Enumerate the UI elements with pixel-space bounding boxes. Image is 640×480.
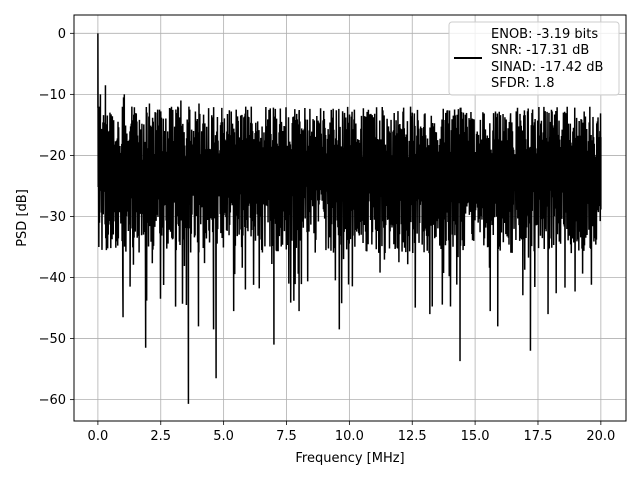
psd-series-line <box>97 33 602 404</box>
x-tick-label: 5.0 <box>213 429 234 444</box>
y-tick-label: −60 <box>39 393 66 408</box>
y-tick-label: 0 <box>58 27 66 42</box>
legend-entry-snr: SNR: -17.31 dB <box>491 43 589 58</box>
y-axis-label: PSD [dB] <box>15 189 30 247</box>
plot-frame <box>73 14 627 422</box>
x-tick-label: 20.0 <box>586 429 615 444</box>
x-tick-label: 17.5 <box>524 429 553 444</box>
legend-entry-enob: ENOB: -3.19 bits <box>491 27 598 42</box>
y-tick-label: −30 <box>39 210 66 225</box>
y-tick-label: −40 <box>39 271 66 286</box>
series-group <box>97 33 602 404</box>
x-tick-label: 7.5 <box>276 429 297 444</box>
legend-entry-sfdr: SFDR: 1.8 <box>491 76 555 91</box>
y-tick-label: −20 <box>39 149 66 164</box>
x-tick-label: 15.0 <box>461 429 490 444</box>
y-tick-label: −10 <box>39 88 66 103</box>
y-tick-label: −50 <box>39 332 66 347</box>
x-axis-ticks: 0.0 2.5 5.0 7.5 10.0 12.5 15.0 17.5 20.0 <box>88 421 615 444</box>
x-tick-label: 10.0 <box>335 429 364 444</box>
legend-entry-sinad: SINAD: -17.42 dB <box>491 60 603 75</box>
x-tick-label: 2.5 <box>150 429 171 444</box>
x-tick-label: 0.0 <box>88 429 109 444</box>
x-tick-label: 12.5 <box>398 429 427 444</box>
legend: ENOB: -3.19 bits SNR: -17.31 dB SINAD: -… <box>448 21 620 96</box>
y-axis-ticks: 0 −10 −20 −30 −40 −50 −60 <box>39 27 74 408</box>
x-axis-label: Frequency [MHz] <box>295 451 404 466</box>
legend-box <box>448 21 620 96</box>
